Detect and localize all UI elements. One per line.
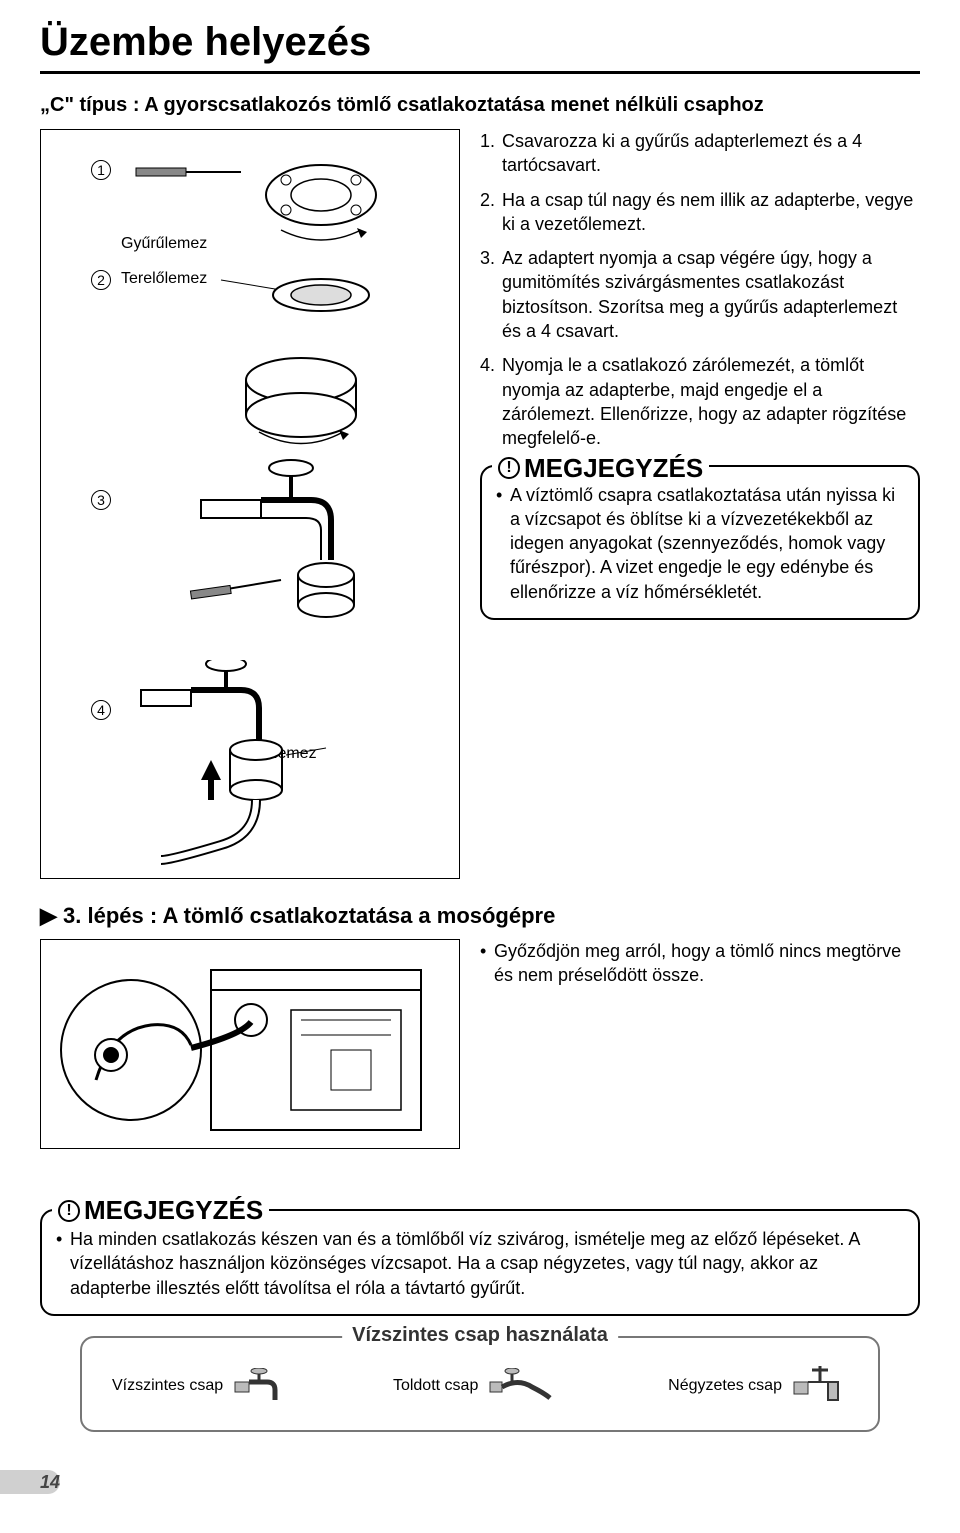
diagram-illustration-2 [211, 260, 411, 360]
tap-item-extended: Toldott csap [393, 1368, 558, 1404]
diagram-step-4: 4 [91, 700, 111, 720]
info-icon: ! [58, 1200, 80, 1222]
instructions-column: 1.Csavarozza ki a gyűrűs adapterlemezt é… [480, 129, 920, 879]
tap-usage-box: Vízszintes csap használata Vízszintes cs… [80, 1336, 880, 1432]
step-list: 1.Csavarozza ki a gyűrűs adapterlemezt é… [480, 129, 920, 451]
note-body-text: A víztömlő csapra csatlakoztatása után n… [510, 483, 904, 604]
note-box-2: ! MEGJEGYZÉS • Ha minden csatlakozás kés… [40, 1209, 920, 1316]
tap-extended-icon [488, 1368, 558, 1404]
diagram-illustration-3 [181, 350, 421, 630]
step3-diagram [40, 939, 460, 1149]
note-body-text: Ha minden csatlakozás készen van és a tö… [70, 1227, 904, 1300]
diagram-illustration-1 [131, 150, 411, 260]
tap-horizontal-icon [233, 1368, 283, 1404]
note-body: • A víztömlő csapra csatlakoztatása után… [496, 483, 904, 604]
bullet-dot: • [480, 939, 494, 988]
step3-text: • Győződjön meg arról, hogy a tömlő ninc… [480, 939, 920, 1149]
section-subtitle: „C" típus : A gyorscsatlakozós tömlő csa… [40, 94, 920, 117]
tap-label: Toldott csap [393, 1377, 478, 1395]
note-box-1: ! MEGJEGYZÉS • A víztömlő csapra csatlak… [480, 465, 920, 620]
bullet-dot: • [496, 483, 510, 604]
step-num: 3. [480, 246, 502, 343]
diagram-box: 1 2 3 4 Gyűrűlemez Terelőlemez Zárólemez [40, 129, 460, 879]
tap-item-horizontal: Vízszintes csap [112, 1368, 283, 1404]
tap-row: Vízszintes csap Toldott csap Négyzetes c… [102, 1366, 858, 1406]
note-title: ! MEGJEGYZÉS [492, 451, 709, 486]
tap-box-title: Vízszintes csap használata [342, 1324, 618, 1347]
diagram-illustration-4 [131, 660, 411, 870]
step-num: 4. [480, 353, 502, 450]
page-number: 14 [40, 1472, 920, 1493]
step-item: 1.Csavarozza ki a gyűrűs adapterlemezt é… [480, 129, 920, 178]
tap-item-square: Négyzetes csap [668, 1366, 848, 1406]
tap-label: Vízszintes csap [112, 1377, 223, 1395]
page-title: Üzembe helyezés [40, 20, 920, 74]
step-num: 1. [480, 129, 502, 178]
info-icon: ! [498, 457, 520, 479]
note-body: • Ha minden csatlakozás készen van és a … [56, 1227, 904, 1300]
step3-title: ▶ 3. lépés : A tömlő csatlakoztatása a m… [40, 903, 920, 929]
diagram-step-2: 2 [91, 270, 111, 290]
step-num: 2. [480, 188, 502, 237]
step-text: Az adaptert nyomja a csap végére úgy, ho… [502, 246, 920, 343]
washer-illustration [41, 940, 459, 1148]
note-title-text: MEGJEGYZÉS [84, 1195, 263, 1226]
tap-square-icon [792, 1366, 848, 1406]
step-item: 2.Ha a csap túl nagy és nem illik az ada… [480, 188, 920, 237]
tap-label: Négyzetes csap [668, 1377, 782, 1395]
step-text: Ha a csap túl nagy és nem illik az adapt… [502, 188, 920, 237]
step-text: Nyomja le a csatlakozó zárólemezét, a tö… [502, 353, 920, 450]
top-section: 1 2 3 4 Gyűrűlemez Terelőlemez Zárólemez [40, 129, 920, 879]
step3-body: Győződjön meg arról, hogy a tömlő nincs … [494, 939, 920, 988]
diagram-step-3: 3 [91, 490, 111, 510]
note-title: ! MEGJEGYZÉS [52, 1195, 269, 1226]
bullet-dot: • [56, 1227, 70, 1300]
step-item: 4.Nyomja le a csatlakozó zárólemezét, a … [480, 353, 920, 450]
diagram-column: 1 2 3 4 Gyűrűlemez Terelőlemez Zárólemez [40, 129, 460, 879]
note-title-text: MEGJEGYZÉS [524, 451, 703, 486]
diagram-step-1: 1 [91, 160, 111, 180]
step3-section: • Győződjön meg arról, hogy a tömlő ninc… [40, 939, 920, 1149]
step-item: 3.Az adaptert nyomja a csap végére úgy, … [480, 246, 920, 343]
step-text: Csavarozza ki a gyűrűs adapterlemezt és … [502, 129, 920, 178]
diagram-label-terelolemez: Terelőlemez [121, 270, 207, 288]
